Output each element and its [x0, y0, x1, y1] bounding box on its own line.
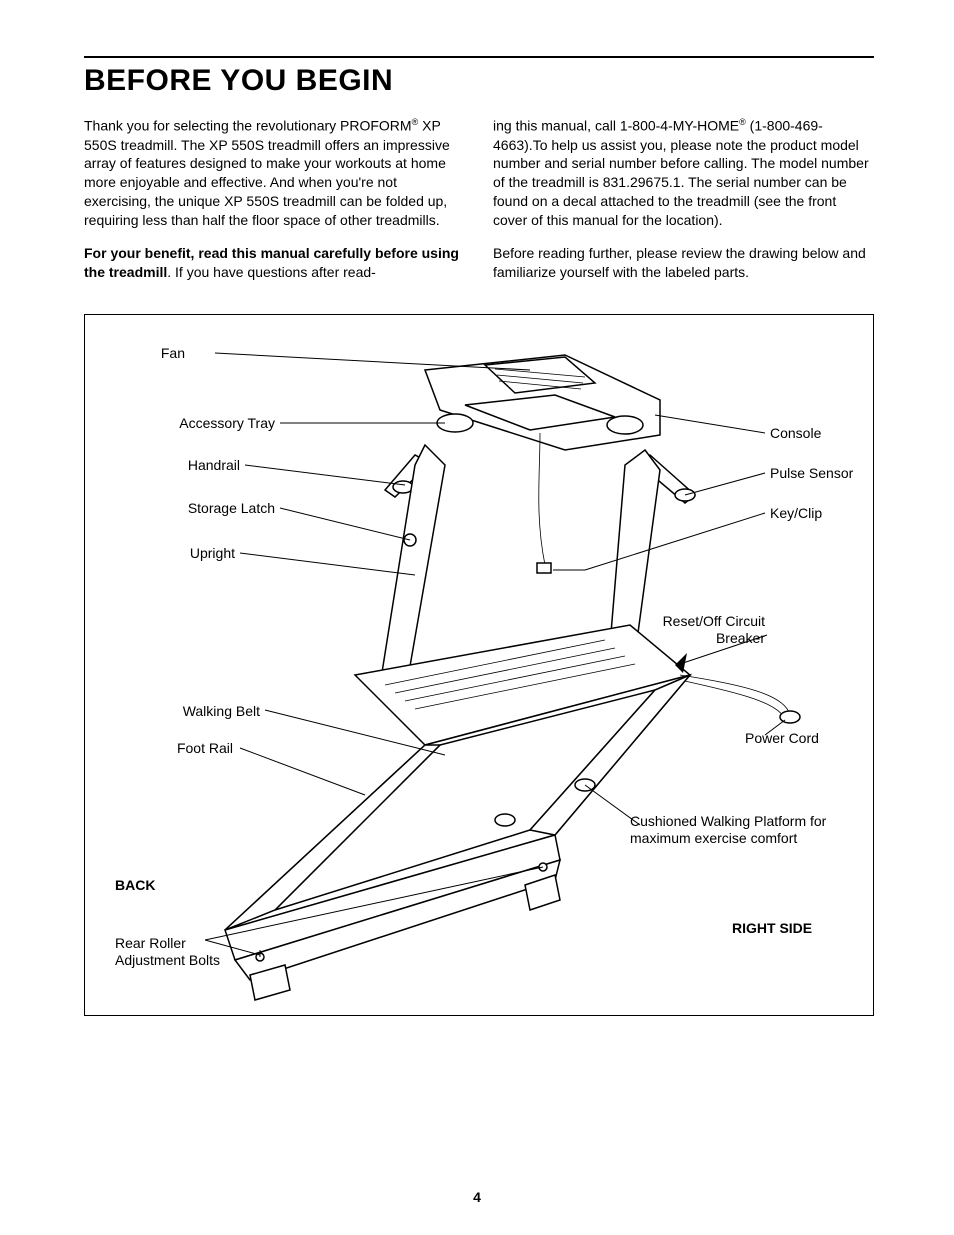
registered-mark-2: ® [739, 117, 746, 127]
review-paragraph: Before reading further, please review th… [493, 244, 874, 282]
page-title: BEFORE YOU BEGIN [84, 64, 874, 98]
intro-text-a: Thank you for selecting the revolutionar… [84, 118, 412, 134]
label-reset-off: Reset/Off Circuit Breaker [655, 613, 765, 647]
intro-text-b: XP 550S treadmill. The XP 550S treadmill… [84, 118, 450, 228]
contact-paragraph: ing this manual, call 1-800-4-MY-HOME® (… [493, 116, 874, 230]
label-cushioned: Cushioned Walking Platform for maximum e… [630, 813, 850, 847]
label-storage-latch: Storage Latch [105, 500, 275, 517]
label-foot-rail: Foot Rail [105, 740, 233, 757]
column-right: ing this manual, call 1-800-4-MY-HOME® (… [493, 116, 874, 296]
label-pulse-sensor: Pulse Sensor [770, 465, 853, 482]
manual-page: BEFORE YOU BEGIN Thank you for selecting… [0, 0, 954, 1235]
top-rule [84, 56, 874, 58]
label-back: BACK [115, 877, 155, 894]
read-manual-paragraph: For your benefit, read this manual caref… [84, 244, 465, 282]
intro-paragraph: Thank you for selecting the revolutionar… [84, 116, 465, 230]
label-upright: Upright [105, 545, 235, 562]
read-manual-rest: . If you have questions after read- [167, 264, 376, 280]
contact-text-b: (1-800-469-4663).To help us assist you, … [493, 118, 869, 228]
label-console: Console [770, 425, 821, 442]
label-accessory-tray: Accessory Tray [105, 415, 275, 432]
label-fan: Fan [105, 345, 185, 362]
label-handrail: Handrail [105, 457, 240, 474]
page-number: 4 [0, 1189, 954, 1205]
label-walking-belt: Walking Belt [105, 703, 260, 720]
label-key-clip: Key/Clip [770, 505, 822, 522]
label-rear-roller: Rear Roller Adjustment Bolts [115, 935, 255, 969]
label-power-cord: Power Cord [745, 730, 819, 747]
column-left: Thank you for selecting the revolutionar… [84, 116, 465, 296]
treadmill-diagram: Fan Accessory Tray Handrail Storage Latc… [84, 314, 874, 1016]
text-columns: Thank you for selecting the revolutionar… [84, 116, 874, 296]
contact-text-a: ing this manual, call 1-800-4-MY-HOME [493, 118, 739, 134]
label-right-side: RIGHT SIDE [732, 920, 812, 937]
